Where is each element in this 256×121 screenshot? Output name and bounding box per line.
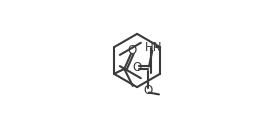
Text: O: O <box>132 61 141 74</box>
Text: O: O <box>143 84 153 97</box>
Text: O: O <box>127 44 137 57</box>
Text: HN: HN <box>145 41 162 54</box>
